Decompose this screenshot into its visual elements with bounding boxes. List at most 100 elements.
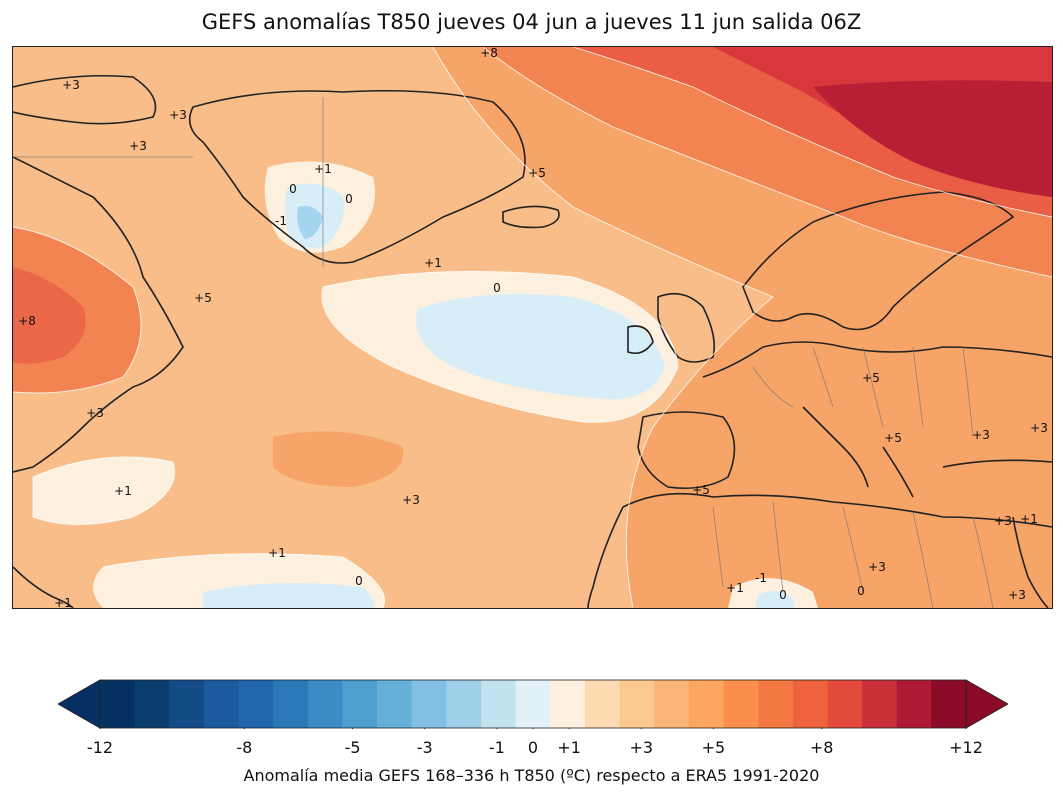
colorbar-cell [134, 680, 170, 728]
colorbar-cell [792, 680, 828, 728]
anomaly-canada-warm-core [13, 267, 86, 364]
contour-label: +1 [314, 162, 332, 176]
greenland-coast [188, 89, 526, 264]
colorbar-tick-label: -1 [488, 738, 505, 757]
anomaly-field: +8 +3 +3 +3 +1 0 0 -1 +5 +1 0 +5 +8 +3 +… [13, 47, 1052, 608]
italy-coast [802, 406, 869, 488]
contour-label-group: +8 +3 +3 +3 +1 0 0 -1 +5 +1 0 +5 +8 +3 +… [18, 47, 1048, 608]
europe-north-coast [702, 341, 1052, 378]
colorbar-cell [758, 680, 794, 728]
canada-coast [13, 156, 184, 473]
contour-label: 0 [345, 192, 353, 206]
colorbar-tick-label: +1 [557, 738, 581, 757]
colorbar [58, 679, 1008, 729]
colorbar-cell [446, 680, 482, 728]
contour-label: +1 [268, 546, 286, 560]
colorbar-arrow-low [58, 679, 101, 729]
colorbar-tick-label: 0 [527, 738, 539, 757]
contour-label: +1 [54, 596, 72, 608]
anomaly-sahara-cold [755, 590, 795, 608]
arctic-islands-coast [13, 74, 157, 125]
contour-label: +3 [86, 406, 104, 420]
contour-label: +3 [169, 108, 187, 122]
contour-label: +5 [528, 166, 546, 180]
anomaly-band-plus11 [813, 80, 1052, 197]
colorbar-cell [273, 680, 309, 728]
colorbar-tick-label: +3 [629, 738, 654, 757]
contour-label: 0 [779, 588, 787, 602]
colorbar-cell [411, 680, 447, 728]
anomaly-atlantic-warm-pocket [273, 431, 404, 487]
contour-label: +1 [726, 581, 744, 595]
contour-label: +8 [480, 47, 498, 60]
aegean-coast [882, 446, 1052, 498]
colorbar-tick-label: -8 [236, 738, 253, 757]
contour-label: +3 [1030, 421, 1048, 435]
contour-label: +5 [884, 431, 902, 445]
iceland-coast [502, 205, 560, 229]
anomaly-sw-neutral [33, 457, 175, 525]
britain-coast [657, 292, 716, 363]
red-sea-coast [1012, 516, 1049, 608]
colorbar-cell [481, 680, 517, 728]
map-title: GEFS anomalías T850 jueves 04 jun a juev… [201, 10, 862, 34]
colorbar-cell [238, 680, 274, 728]
colorbar-cell [515, 680, 551, 728]
colorbar-cell [169, 680, 205, 728]
colorbar-cell [550, 680, 586, 728]
contour-label: +3 [402, 493, 420, 507]
colorbar-cell [584, 680, 621, 728]
us-east-coast [13, 566, 74, 608]
country-borders [13, 97, 994, 608]
contour-label: +3 [1008, 588, 1026, 602]
north-africa-coast [622, 492, 1052, 528]
contour-label: 0 [493, 281, 501, 295]
contour-label: +3 [129, 139, 147, 153]
colorbar-cell [619, 680, 655, 728]
anomaly-map[interactable]: +8 +3 +3 +3 +1 0 0 -1 +5 +1 0 +5 +8 +3 +… [12, 46, 1053, 609]
contour-label: -1 [755, 571, 767, 585]
contour-label: 0 [857, 584, 865, 598]
contour-label: 0 [289, 182, 297, 196]
colorbar-tick-label: -5 [344, 738, 361, 757]
anomaly-atlantic-cold [416, 293, 665, 400]
colorbar-arrow-high [965, 679, 1008, 729]
coastlines [13, 74, 1052, 608]
ireland-coast [627, 325, 654, 355]
contour-label: +3 [994, 514, 1012, 528]
contour-lines [13, 47, 1052, 608]
contour-label: +5 [862, 371, 880, 385]
colorbar-tick-label: +12 [949, 738, 983, 757]
colorbar-cell [342, 680, 378, 728]
contour-label: +5 [194, 291, 212, 305]
iberia-coast [637, 411, 736, 490]
colorbar-cell [931, 680, 967, 728]
anomaly-south-cold [203, 583, 375, 608]
colorbar-cell [307, 680, 343, 728]
anomaly-greenland-cold-core [297, 205, 323, 239]
contour-label: +3 [972, 428, 990, 442]
colorbar-tick-label: -12 [86, 738, 114, 757]
contour-label: 0 [355, 574, 363, 588]
contour-label: +1 [1020, 512, 1038, 526]
contour-label: +3 [62, 78, 80, 92]
colorbar-tick-label: +5 [701, 738, 726, 757]
colorbar-cell [654, 680, 690, 728]
contour-label: -1 [275, 214, 287, 228]
contour-label: +1 [114, 484, 132, 498]
colorbar-cell [203, 680, 240, 728]
colorbar-ticks [99, 728, 967, 729]
scandinavia-coast [742, 191, 1015, 331]
colorbar-cell [100, 680, 136, 728]
contour-label: +1 [424, 256, 442, 270]
colorbar-tick-label: +8 [809, 738, 834, 757]
colorbar-cells [58, 679, 1008, 729]
contour-label: +8 [18, 314, 36, 328]
colorbar-cell [862, 680, 898, 728]
colorbar-cell [377, 680, 413, 728]
colorbar-cell [688, 680, 725, 728]
west-africa-coast [587, 506, 624, 608]
colorbar-tick-label: -3 [416, 738, 433, 757]
contour-label: +3 [868, 560, 886, 574]
contour-label: +5 [692, 483, 710, 497]
